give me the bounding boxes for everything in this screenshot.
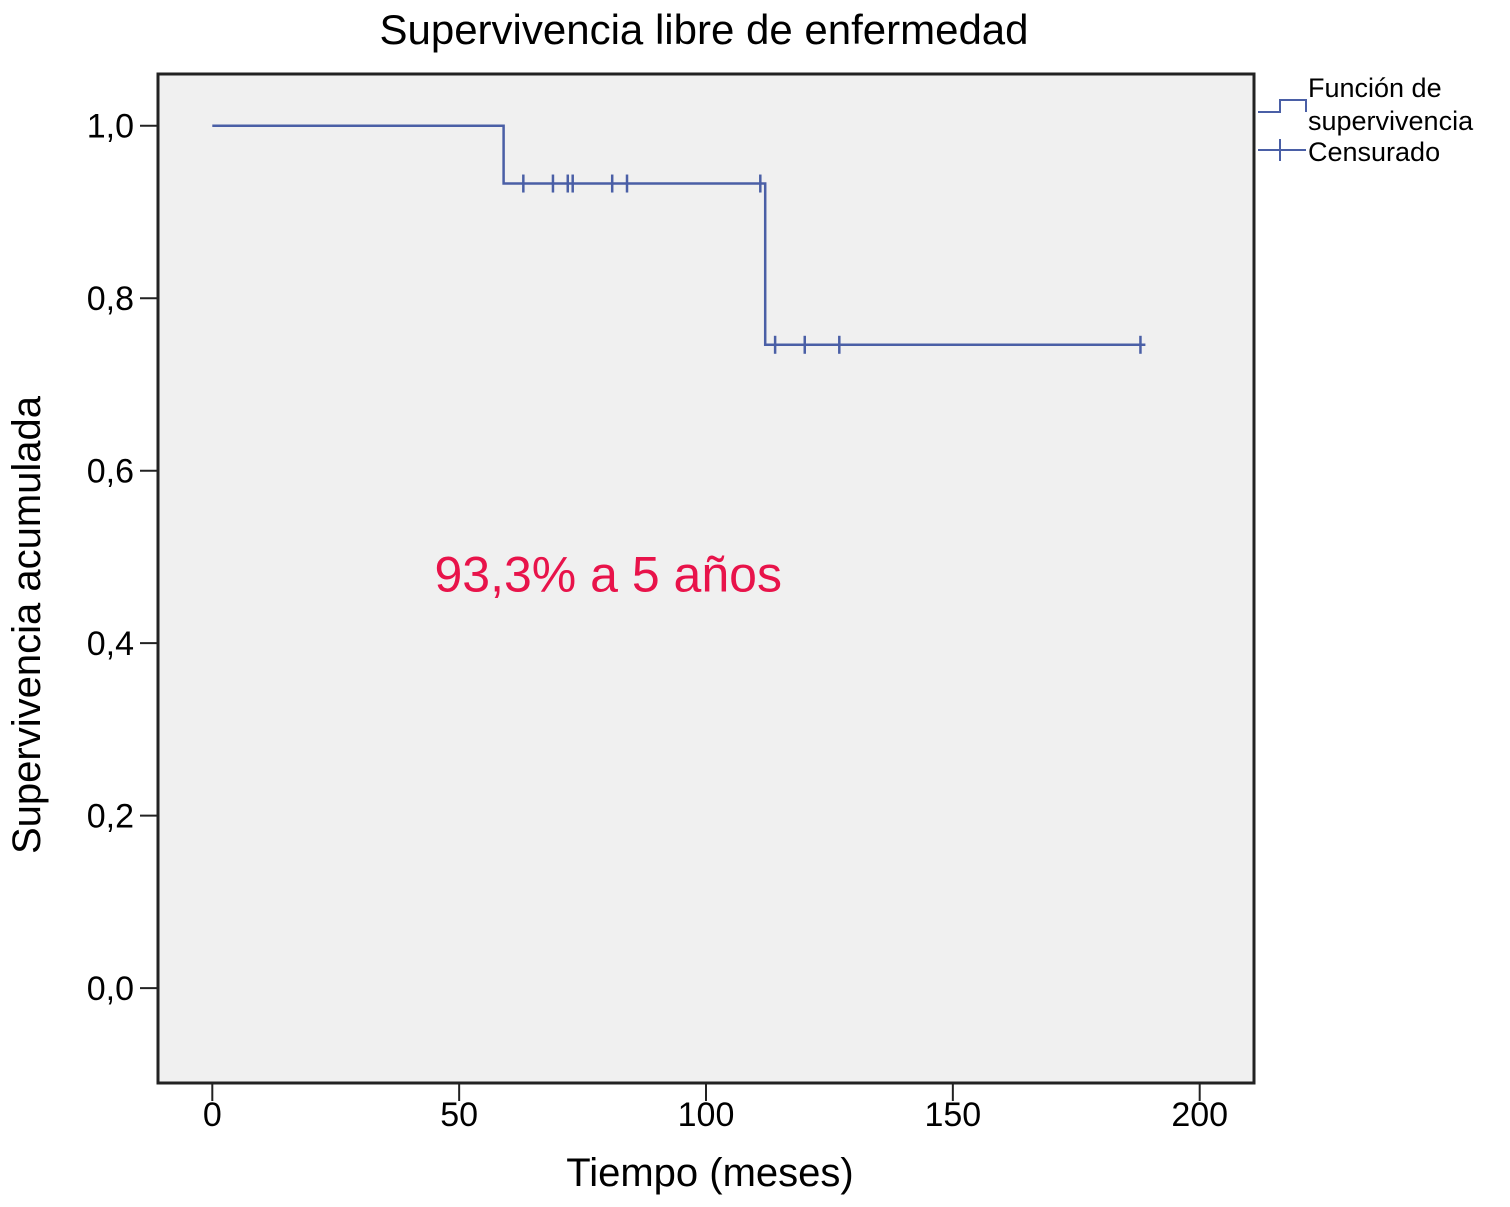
x-tick-label: 50 (440, 1096, 478, 1134)
legend-label-censored: Censurado (1308, 137, 1440, 167)
x-tick-label: 200 (1171, 1096, 1228, 1134)
annotation-text: 93,3% a 5 años (434, 546, 782, 602)
y-tick-label: 0,6 (87, 453, 134, 491)
plot-area (156, 72, 1256, 1085)
x-tick-label: 0 (203, 1096, 222, 1134)
y-tick-label: 0,2 (87, 798, 134, 836)
y-axis-label: Supervivencia acumulada (5, 395, 49, 854)
chart-title: Supervivencia libre de enfermedad (379, 6, 1028, 53)
y-tick-label: 0,0 (87, 970, 134, 1008)
y-tick-label: 1,0 (87, 108, 134, 146)
y-tick-label: 0,4 (87, 625, 134, 663)
x-axis-label: Tiempo (meses) (566, 1151, 853, 1195)
legend-label-survival-line2: supervivencia (1308, 106, 1474, 136)
legend-step-icon (1258, 99, 1307, 113)
survival-step-line (212, 124, 1146, 347)
x-tick-label: 150 (924, 1096, 981, 1134)
legend-label-survival-line1: Función de (1308, 73, 1442, 103)
x-tick-label: 100 (678, 1096, 735, 1134)
y-tick-label: 0,8 (87, 280, 134, 318)
